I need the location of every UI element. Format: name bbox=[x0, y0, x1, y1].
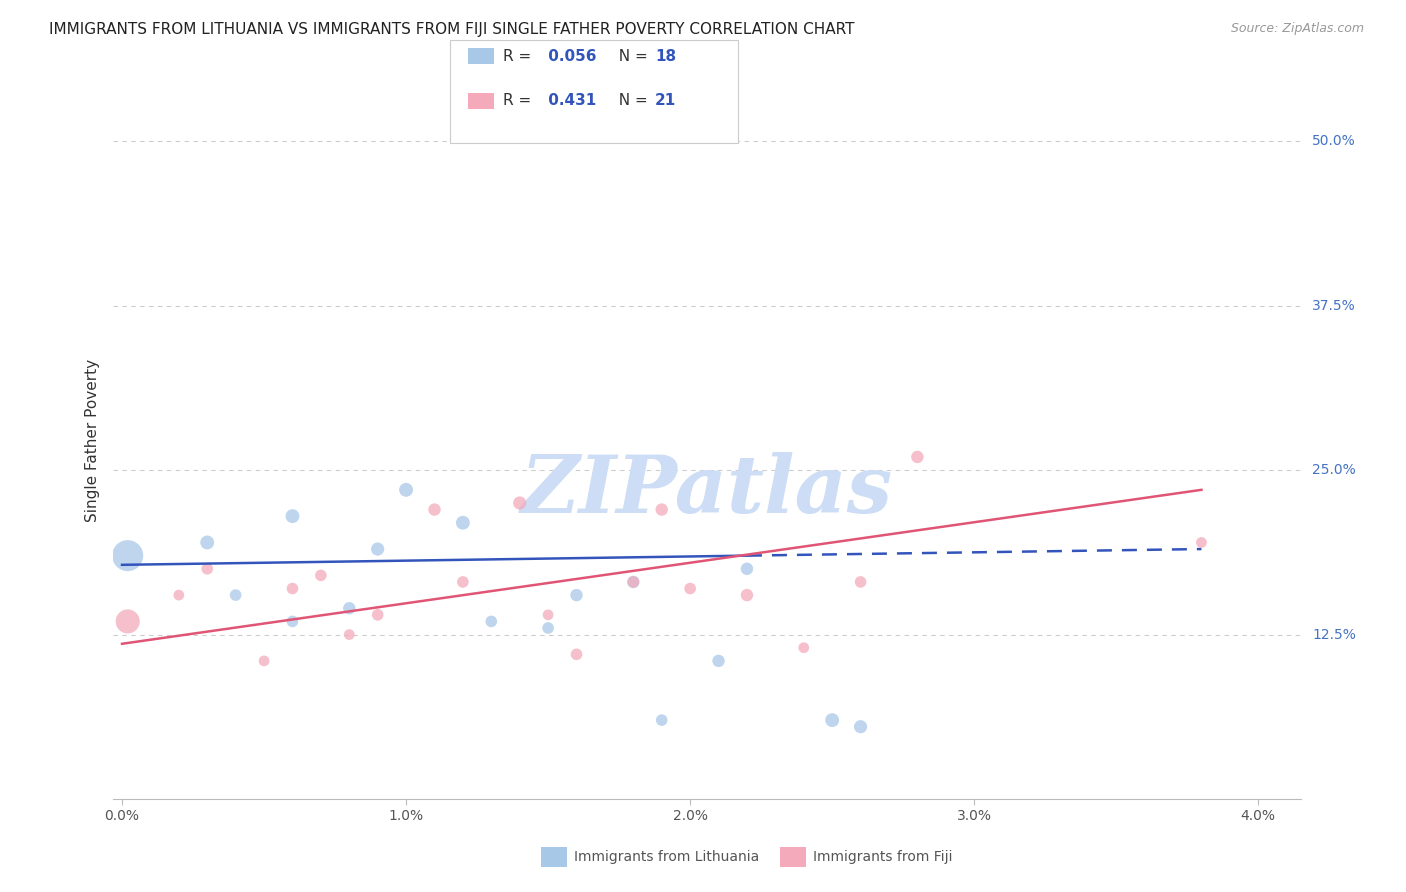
Point bbox=[821, 713, 844, 727]
Text: 21: 21 bbox=[655, 94, 676, 108]
Point bbox=[309, 568, 332, 582]
Point bbox=[621, 574, 644, 589]
Text: 12.5%: 12.5% bbox=[1312, 628, 1355, 641]
Point bbox=[849, 574, 872, 589]
Point bbox=[195, 562, 218, 576]
Text: IMMIGRANTS FROM LITHUANIA VS IMMIGRANTS FROM FIJI SINGLE FATHER POVERTY CORRELAT: IMMIGRANTS FROM LITHUANIA VS IMMIGRANTS … bbox=[49, 22, 855, 37]
Point bbox=[707, 654, 730, 668]
Point bbox=[337, 601, 360, 615]
Point bbox=[479, 615, 502, 629]
Text: 37.5%: 37.5% bbox=[1312, 299, 1355, 312]
Point bbox=[651, 713, 673, 727]
Point bbox=[509, 496, 531, 510]
Point bbox=[451, 574, 474, 589]
Point bbox=[281, 615, 304, 629]
Point bbox=[367, 607, 389, 622]
Point bbox=[735, 562, 758, 576]
Text: N =: N = bbox=[609, 49, 652, 63]
Point bbox=[621, 574, 644, 589]
Point bbox=[793, 640, 815, 655]
Point bbox=[167, 588, 190, 602]
Text: Source: ZipAtlas.com: Source: ZipAtlas.com bbox=[1230, 22, 1364, 36]
Text: Immigrants from Lithuania: Immigrants from Lithuania bbox=[574, 850, 759, 864]
Text: 18: 18 bbox=[655, 49, 676, 63]
Point bbox=[281, 509, 304, 524]
Point bbox=[537, 607, 560, 622]
Point bbox=[679, 582, 702, 596]
Point bbox=[367, 542, 389, 557]
Point bbox=[117, 615, 139, 629]
Text: Immigrants from Fiji: Immigrants from Fiji bbox=[813, 850, 952, 864]
Text: 0.431: 0.431 bbox=[543, 94, 596, 108]
Text: R =: R = bbox=[503, 49, 537, 63]
Point bbox=[1191, 535, 1213, 549]
Point bbox=[565, 648, 588, 662]
Point bbox=[253, 654, 276, 668]
Point bbox=[337, 627, 360, 641]
Point bbox=[451, 516, 474, 530]
Text: N =: N = bbox=[609, 94, 652, 108]
Text: 25.0%: 25.0% bbox=[1312, 463, 1355, 477]
Point bbox=[423, 502, 446, 516]
Text: ZIPatlas: ZIPatlas bbox=[522, 452, 893, 530]
Y-axis label: Single Father Poverty: Single Father Poverty bbox=[86, 359, 100, 522]
Point bbox=[537, 621, 560, 635]
Point bbox=[651, 502, 673, 516]
Point bbox=[195, 535, 218, 549]
Point bbox=[565, 588, 588, 602]
Text: 50.0%: 50.0% bbox=[1312, 134, 1355, 148]
Text: 0.056: 0.056 bbox=[543, 49, 596, 63]
Text: R =: R = bbox=[503, 94, 537, 108]
Point bbox=[735, 588, 758, 602]
Point bbox=[905, 450, 928, 464]
Point bbox=[395, 483, 418, 497]
Point bbox=[849, 720, 872, 734]
Point bbox=[281, 582, 304, 596]
Point bbox=[225, 588, 247, 602]
Point bbox=[117, 549, 139, 563]
